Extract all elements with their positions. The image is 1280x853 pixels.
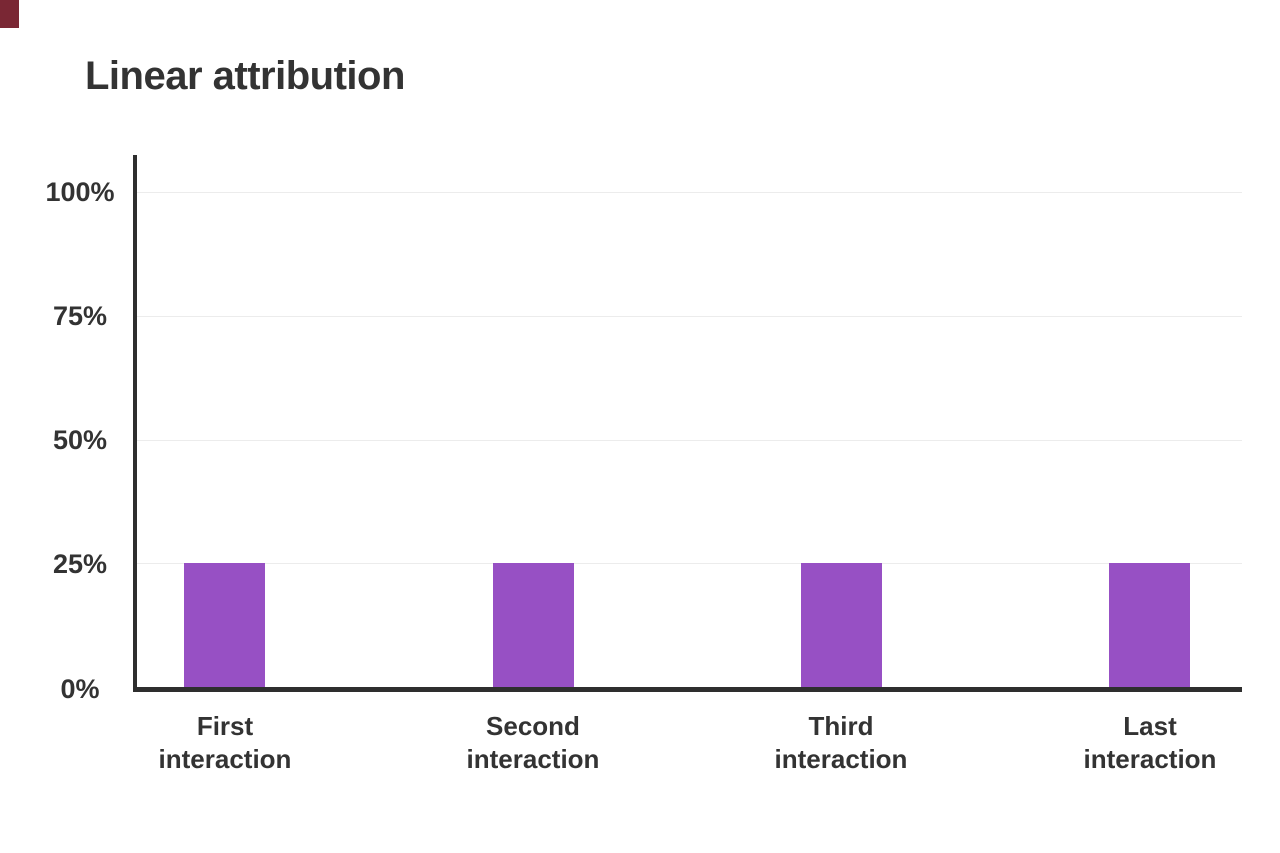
bar-last-interaction [1109,563,1190,687]
y-axis-tick-label: 25% [52,549,108,579]
gridline-50pct [137,439,1242,441]
corner-mark [0,0,19,28]
bar-first-interaction [184,563,265,687]
gridline-75pct [137,315,1242,317]
plot-area [137,192,1242,687]
bar-second-interaction [493,563,574,687]
y-axis-tick-label: 75% [52,301,108,331]
y-axis-tick-label: 50% [52,425,108,455]
gridline-25pct [137,563,1242,565]
y-axis-line [133,155,137,692]
y-axis-tick-label: 100% [45,177,115,207]
x-axis-category-label: Second interaction [466,711,600,774]
page-title: Linear attribution [85,54,405,98]
bar-third-interaction [801,563,882,687]
gridline-100pct [137,192,1242,193]
x-axis-line [133,687,1242,692]
x-axis-category-label: Third interaction [774,711,908,774]
x-axis-category-label: First interaction [158,711,292,774]
x-axis-category-label: Last interaction [1083,711,1217,774]
y-axis-tick-label: 0% [60,674,100,704]
